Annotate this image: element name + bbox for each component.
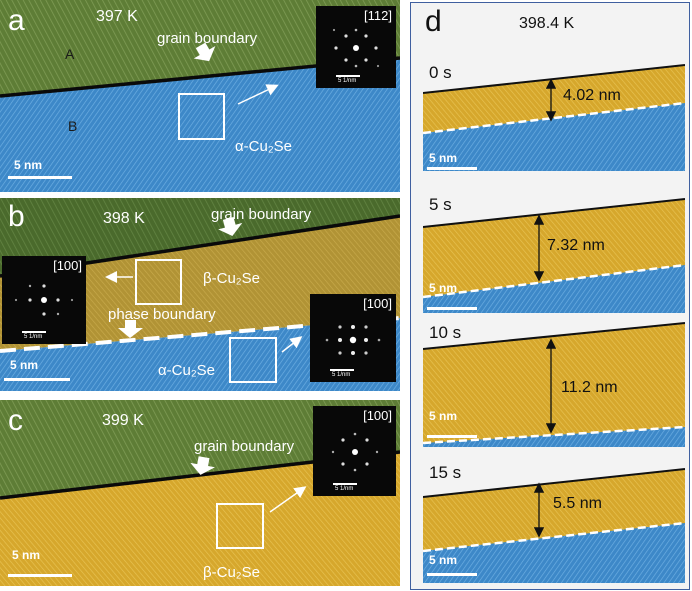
diffraction-pattern [331, 432, 379, 472]
panel-b-image [0, 198, 400, 391]
panel-c-image [0, 400, 400, 586]
time-frame-0-time: 0 s [429, 63, 452, 82]
diffraction-pattern [332, 28, 380, 68]
time-frame-2-scale: 5 nm [429, 409, 458, 423]
panel-b-right-diffraction-inset: [100] 5 1/nm [310, 294, 396, 382]
time-frame-0-thickness: 4.02 nm [563, 87, 621, 104]
time-frame-1-scale: 5 nm [429, 281, 458, 295]
time-frame-1-time: 5 s [429, 195, 452, 214]
panel-b-left-zone-axis: [100] [53, 258, 82, 273]
panel-b-letter: b [8, 200, 25, 233]
panel-c-temperature: 399 K [102, 412, 144, 429]
time-frame-2: 10 s 11.2 nm 5 nm [423, 321, 685, 447]
inset-scale-bar [22, 331, 46, 333]
panel-a-zone-axis: [112] [364, 8, 392, 23]
panel-b-beta-phase-label: β-Cu₂Se [203, 270, 260, 287]
panel-c-grain-boundary-label: grain boundary [194, 438, 295, 455]
time-frame-2-thickness: 11.2 nm [561, 379, 618, 396]
panel-a-scale-label: 5 nm [14, 158, 43, 172]
time-frame-0-scale: 5 nm [429, 151, 458, 165]
grain-a-label: A [65, 46, 75, 62]
time-frame-image [423, 193, 685, 313]
time-frame-3-thickness: 5.5 nm [553, 495, 602, 512]
panel-d: d 398.4 K 0 s 4.02 nm 5 nm 5 s 7.32 nm [410, 2, 690, 590]
panel-c-diffraction-inset: [100] 5 1/nm [313, 406, 396, 496]
panel-a-inset-scale: 5 1/nm [338, 78, 357, 84]
diffraction-pattern [14, 284, 74, 316]
inset-scale-bar [336, 75, 360, 77]
time-frame-0: 0 s 4.02 nm 5 nm [423, 61, 685, 171]
panel-c-phase-label: β-Cu₂Se [203, 564, 260, 581]
time-frame-image [423, 61, 685, 171]
inset-scale-bar [333, 483, 357, 485]
time-frame-1-thickness: 7.32 nm [547, 237, 605, 254]
time-frame-3-time: 15 s [429, 463, 462, 482]
panel-b-temperature: 398 K [103, 210, 145, 227]
panel-a-scale-bar [8, 176, 72, 179]
panel-c-scale-bar [8, 574, 72, 577]
panel-a-letter: a [8, 4, 25, 37]
panel-b-right-zone-axis: [100] [363, 296, 392, 311]
panel-b-scale-bar [4, 378, 70, 381]
time-frame-image [423, 459, 685, 583]
panel-a-temperature: 397 K [96, 8, 138, 25]
panel-a: a 397 K grain boundary A B α-Cu₂Se 5 nm … [0, 0, 400, 192]
panel-b-grain-boundary-label: grain boundary [211, 206, 312, 223]
panel-b-left-diffraction-inset: [100] 5 1/nm [2, 256, 86, 344]
time-frame-2-time: 10 s [429, 323, 462, 342]
grain-b-label: B [68, 118, 78, 134]
panel-a-grain-boundary-label: grain boundary [157, 30, 258, 47]
time-frame-1: 5 s 7.32 nm 5 nm [423, 193, 685, 313]
panel-c-zone-axis: [100] [363, 408, 392, 423]
panel-d-letter: d [425, 5, 442, 38]
diffraction-pattern [325, 325, 381, 355]
panel-c-scale-label: 5 nm [12, 548, 41, 562]
panel-b-right-inset-scale: 5 1/nm [332, 372, 351, 378]
panel-b-phase-boundary-label: phase boundary [108, 306, 216, 323]
panel-b: b 398 K grain boundary β-Cu₂Se phase bou… [0, 198, 400, 391]
time-frame-3-scale: 5 nm [429, 553, 458, 567]
panel-b-left-inset-scale: 5 1/nm [24, 334, 43, 340]
panel-c-letter: c [8, 404, 23, 437]
time-frame-3: 15 s 5.5 nm 5 nm [423, 459, 685, 583]
time-frame-image [423, 321, 685, 447]
panel-a-diffraction-inset: [112] 5 1/nm [316, 6, 396, 88]
panel-b-scale-label: 5 nm [10, 358, 39, 372]
panel-c: c 399 K grain boundary β-Cu₂Se 5 nm [100… [0, 400, 400, 586]
panel-a-phase-label: α-Cu₂Se [235, 138, 293, 155]
panel-d-temperature: 398.4 K [519, 15, 575, 32]
panel-c-inset-scale: 5 1/nm [335, 486, 354, 492]
inset-scale-bar [330, 369, 354, 371]
panel-b-alpha-phase-label: α-Cu₂Se [158, 362, 216, 379]
panel-a-image [0, 0, 400, 192]
